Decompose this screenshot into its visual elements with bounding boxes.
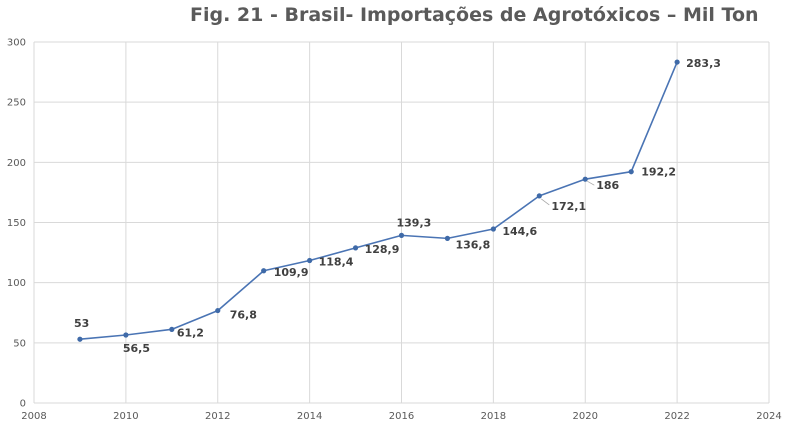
x-tick-label: 2012	[205, 411, 230, 422]
data-label: 109,9	[274, 266, 309, 279]
data-labels: 53 56,5 61,2 76,8 109,9 118,4 128,9 139,3 136,8 1…	[74, 57, 721, 355]
data-label: 144,6	[502, 225, 537, 238]
data-point	[307, 257, 313, 264]
series-line	[79, 61, 678, 341]
chart-title: Fig. 21 - Brasil- Importações de Agrotóx…	[190, 4, 759, 26]
x-tick-label: 2022	[664, 411, 689, 422]
y-tick-label: 250	[7, 98, 26, 109]
y-tick-label: 300	[7, 38, 26, 49]
gridlines	[33, 41, 770, 404]
x-tick-label: 2016	[389, 411, 414, 422]
data-label: 283,3	[686, 57, 721, 70]
x-tick-label: 2020	[573, 411, 598, 422]
data-point	[352, 245, 359, 251]
data-label: 128,9	[365, 243, 400, 256]
y-tick-label: 200	[7, 158, 26, 169]
x-tick-label: 2018	[481, 411, 506, 422]
x-tick-label: 2010	[113, 411, 138, 422]
x-tick-label: 2008	[21, 411, 46, 422]
data-label: 56,5	[123, 342, 150, 355]
data-point	[261, 268, 267, 274]
y-tick-label: 100	[7, 278, 26, 289]
data-label: 186	[596, 179, 619, 192]
data-point	[536, 193, 542, 199]
data-point	[628, 169, 634, 175]
label-leader-line	[541, 198, 550, 206]
y-tick-label: 0	[20, 399, 26, 410]
series	[77, 59, 680, 342]
axes: 2008 2010 2012 2014 2016 2018 2020 2022 2024 0 50 1…	[7, 38, 782, 423]
data-point	[215, 307, 221, 314]
y-tick-label: 50	[13, 338, 26, 349]
data-point	[490, 226, 496, 232]
data-point	[582, 176, 588, 182]
label-leader-line	[587, 180, 595, 186]
data-point	[77, 336, 83, 342]
data-point	[674, 59, 680, 65]
data-point	[123, 332, 129, 338]
x-tick-label: 2024	[756, 411, 781, 422]
data-point	[169, 326, 175, 332]
data-point	[444, 235, 451, 241]
data-label: 76,8	[230, 309, 257, 322]
data-point	[398, 232, 405, 238]
data-label: 172,1	[551, 200, 586, 213]
data-label: 139,3	[397, 216, 432, 229]
data-label: 61,2	[177, 326, 204, 339]
y-tick-label: 150	[7, 218, 26, 229]
data-label: 53	[74, 317, 89, 330]
data-label: 118,4	[319, 256, 354, 269]
data-label: 136,8	[455, 238, 490, 251]
data-label: 192,2	[641, 166, 676, 179]
x-tick-label: 2014	[297, 411, 322, 422]
